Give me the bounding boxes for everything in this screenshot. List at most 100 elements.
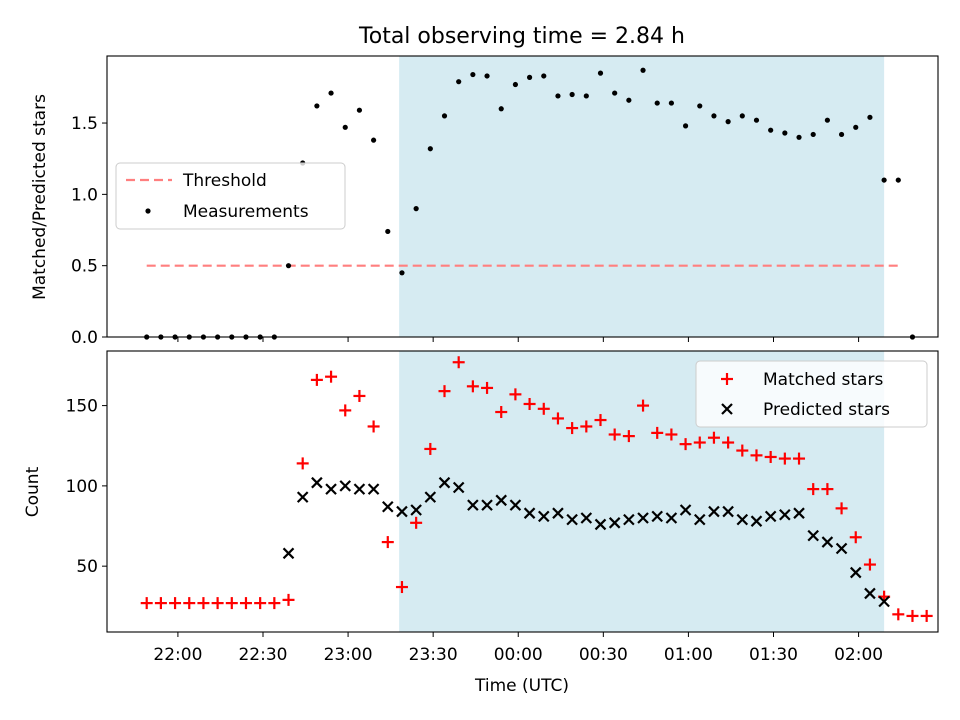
predicted-marker-b [722, 505, 734, 518]
predicted-star-point [693, 513, 706, 526]
predicted-marker-b [665, 512, 678, 524]
measurement-point [583, 93, 589, 99]
predicted-star-point [566, 513, 578, 526]
predicted-star-point [410, 504, 422, 516]
ratio-y-tick-label: 0.5 [71, 257, 98, 277]
predicted-marker-b [552, 507, 564, 519]
predicted-star-point [764, 510, 777, 523]
measurement-point [399, 270, 405, 276]
predicted-marker-b [821, 536, 834, 548]
matched-star-point [424, 442, 437, 455]
measurement-point [838, 131, 845, 138]
x-tick-label: 22:30 [238, 645, 287, 665]
count-legend-box [695, 360, 928, 428]
ratio-legend: Threshold Measurements [115, 162, 346, 230]
count-points [140, 356, 933, 622]
matched-star-point [211, 597, 224, 610]
matched-star-point [466, 380, 479, 393]
matched-star-point [835, 502, 848, 515]
predicted-marker-b [495, 494, 508, 507]
x-tick-label: 02:00 [834, 645, 883, 665]
predicted-marker-b [779, 509, 791, 521]
predicted-marker-b [679, 504, 692, 516]
count-y-ticks: 50 100 150 [66, 397, 107, 577]
ratio-y-tick-label: 1.5 [71, 114, 98, 134]
count-y-tick-label: 50 [76, 557, 98, 577]
predicted-star-point [452, 481, 465, 494]
matched-star-point [523, 397, 536, 410]
count-y-tick-label: 150 [66, 397, 98, 417]
measurements-legend-label: Measurements [183, 202, 309, 222]
measurement-point [753, 117, 760, 123]
measurement-point [456, 79, 462, 85]
x-tick-label: 00:00 [494, 645, 543, 665]
matched-star-point [225, 597, 238, 610]
matched-legend-swatch [721, 373, 733, 385]
measurement-point [371, 137, 377, 143]
x-tick-label: 01:00 [664, 645, 713, 665]
measurement-point [328, 90, 334, 96]
matched-star-point [722, 436, 735, 449]
predicted-marker-b [282, 547, 295, 560]
predicted-star-point [849, 566, 862, 579]
predicted-marker-b [339, 480, 352, 492]
matched-star-point [608, 428, 621, 441]
ratio-shaded-region [399, 56, 885, 337]
ratio-legend-box [115, 162, 346, 230]
predicted-star-point [835, 542, 848, 555]
x-tick-label: 23:00 [324, 645, 373, 665]
predicted-marker-b [750, 515, 763, 527]
predicted-marker-b [764, 510, 777, 523]
matched-star-point [679, 438, 692, 451]
x-tick-label: 23:30 [409, 645, 458, 665]
matched-star-point [906, 609, 919, 622]
matched-star-point [481, 381, 494, 394]
matched-star-point [254, 597, 267, 610]
predicted-legend-swatch [721, 403, 733, 415]
measurement-point [782, 130, 788, 136]
matched-star-point [778, 452, 791, 465]
matched-star-point [849, 531, 862, 544]
predicted-star-point [438, 476, 451, 489]
predicted-star-point [325, 483, 337, 495]
measurement-point [768, 127, 774, 133]
count-y-tick-label: 100 [66, 477, 98, 497]
predicted-marker-b [864, 587, 876, 600]
matched-star-point [566, 422, 579, 435]
measurement-point [569, 91, 575, 98]
predicted-marker-b [651, 510, 663, 523]
predicted-star-point [864, 587, 876, 600]
matched-star-point [325, 370, 338, 383]
measurement-point [668, 100, 674, 106]
predicted-star-point [580, 512, 593, 524]
predicted-marker-b [708, 505, 720, 518]
measurement-point [626, 97, 632, 103]
matched-star-point [622, 430, 635, 443]
measurement-point [541, 73, 547, 79]
measurement-point [640, 67, 646, 73]
matched-star-point [551, 412, 564, 425]
ratio-y-label: Matched/Predicted stars [30, 94, 50, 300]
matched-star-point [339, 404, 352, 417]
measurement-point [484, 73, 490, 79]
count-panel: 22:00 22:30 23:00 23:30 00:00 00:30 01:00 01:30… [23, 350, 939, 696]
ratio-panel: 0.0 0.5 1.0 1.5 Matched/Predicted stars Thr… [30, 55, 939, 348]
predicted-star-point [523, 507, 536, 519]
predicted-marker-b [637, 512, 649, 524]
predicted-star-point [793, 507, 805, 519]
measurement-point [285, 263, 292, 269]
predicted-star-point [396, 505, 408, 518]
predicted-marker-b [793, 507, 805, 519]
measurement-point [711, 113, 717, 119]
matched-star-point [665, 428, 678, 441]
predicted-marker-b [594, 518, 607, 531]
matched-legend-label: Matched stars [763, 370, 883, 390]
predicted-star-point [509, 499, 522, 511]
measurement-point [413, 206, 419, 212]
threshold-legend-label: Threshold [182, 171, 267, 191]
matched-star-point [537, 402, 550, 415]
predicted-marker-b [807, 529, 819, 542]
matched-star-point [353, 389, 366, 402]
predicted-star-point [282, 547, 295, 560]
